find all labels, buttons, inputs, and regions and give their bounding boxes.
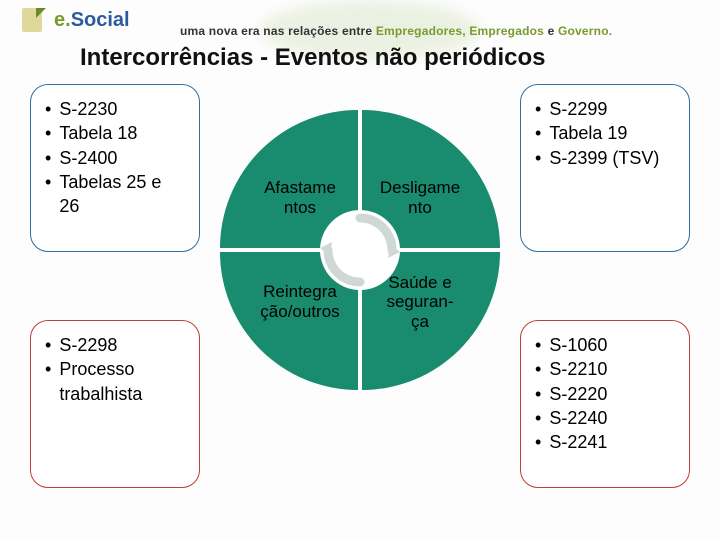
list-item: •Processo trabalhista <box>45 357 185 406</box>
list-item-label: Tabela 18 <box>59 121 137 145</box>
bullet-icon: • <box>45 333 51 357</box>
box-afastamentos-codes: •S-2230 •Tabela 18 •S-2400 •Tabelas 25 e… <box>30 84 200 252</box>
list-item-label: S-2400 <box>59 146 117 170</box>
list-item-label: S-2399 (TSV) <box>549 146 659 170</box>
bullet-icon: • <box>45 97 51 121</box>
list-item-label: S-2230 <box>59 97 117 121</box>
list-item: • S-2210 <box>535 357 675 381</box>
list-item-label: S-2240 <box>549 406 607 430</box>
list-item: • S-1060 <box>535 333 675 357</box>
list-item: • S-2241 <box>535 430 675 454</box>
bullet-icon: • <box>535 146 541 170</box>
list-item-label: S-2220 <box>549 382 607 406</box>
list-item-label: S-2241 <box>549 430 607 454</box>
page-title: Intercorrências - Eventos não periódicos <box>80 44 545 72</box>
list-item-label: S-2210 <box>549 357 607 381</box>
list-br: • S-1060 • S-2210 • S-2220 • S-2240 • S-2241 <box>535 333 675 454</box>
list-item: • S-2298 <box>45 333 185 357</box>
bullet-icon: • <box>45 357 51 406</box>
tagline-governo: Governo. <box>558 24 612 38</box>
bullet-icon: • <box>45 146 51 170</box>
bullet-icon: • <box>535 430 541 454</box>
list-item: • S-2399 (TSV) <box>535 146 675 170</box>
list-item-label: Tabelas 25 e 26 <box>59 170 185 219</box>
cycle-diagram: Afastamentos Desligamento Reintegração/o… <box>220 110 500 390</box>
tagline-empregados: Empregados <box>469 24 547 38</box>
bullet-icon: • <box>45 170 51 219</box>
list-item-label: S-2299 <box>549 97 607 121</box>
logo-social: Social <box>71 9 130 32</box>
bullet-icon: • <box>535 333 541 357</box>
bullet-icon: • <box>535 357 541 381</box>
list-item-label: S-1060 <box>549 333 607 357</box>
list-item: • Tabela 19 <box>535 121 675 145</box>
tagline: uma nova era nas relações entre Empregad… <box>180 24 612 38</box>
cycle-arrows-icon <box>318 208 402 292</box>
tagline-prefix: uma nova era nas relações entre <box>180 24 376 38</box>
box-desligamento-codes: • S-2299 • Tabela 19 • S-2399 (TSV) <box>520 84 690 252</box>
list-item: •Tabelas 25 e 26 <box>45 170 185 219</box>
list-item: • S-2240 <box>535 406 675 430</box>
bullet-icon: • <box>535 382 541 406</box>
list-item: • Tabela 18 <box>45 121 185 145</box>
bullet-icon: • <box>535 121 541 145</box>
box-saude-codes: • S-1060 • S-2210 • S-2220 • S-2240 • S-2241 <box>520 320 690 488</box>
list-item-label: Processo trabalhista <box>59 357 185 406</box>
list-item-label: S-2298 <box>59 333 117 357</box>
list-item: • S-2220 <box>535 382 675 406</box>
bullet-icon: • <box>45 121 51 145</box>
list-item: • S-2299 <box>535 97 675 121</box>
box-reintegracao-codes: •S-2298 •Processo trabalhista <box>30 320 200 488</box>
list-item-label: Tabela 19 <box>549 121 627 145</box>
bullet-icon: • <box>535 406 541 430</box>
logo-text: e. Social <box>54 9 130 32</box>
tagline-conj: e <box>548 24 558 38</box>
logo-document-icon <box>18 4 50 36</box>
list-item: • S-2400 <box>45 146 185 170</box>
list-bl: •S-2298 •Processo trabalhista <box>45 333 185 406</box>
logo-e: e. <box>54 9 71 32</box>
bullet-icon: • <box>535 97 541 121</box>
list-item: • S-2230 <box>45 97 185 121</box>
tagline-empregadores: Empregadores, <box>376 24 470 38</box>
list-tl: •S-2230 •Tabela 18 •S-2400 •Tabelas 25 e… <box>45 97 185 218</box>
list-tr: • S-2299 • Tabela 19 • S-2399 (TSV) <box>535 97 675 170</box>
logo: e. Social <box>18 4 130 36</box>
